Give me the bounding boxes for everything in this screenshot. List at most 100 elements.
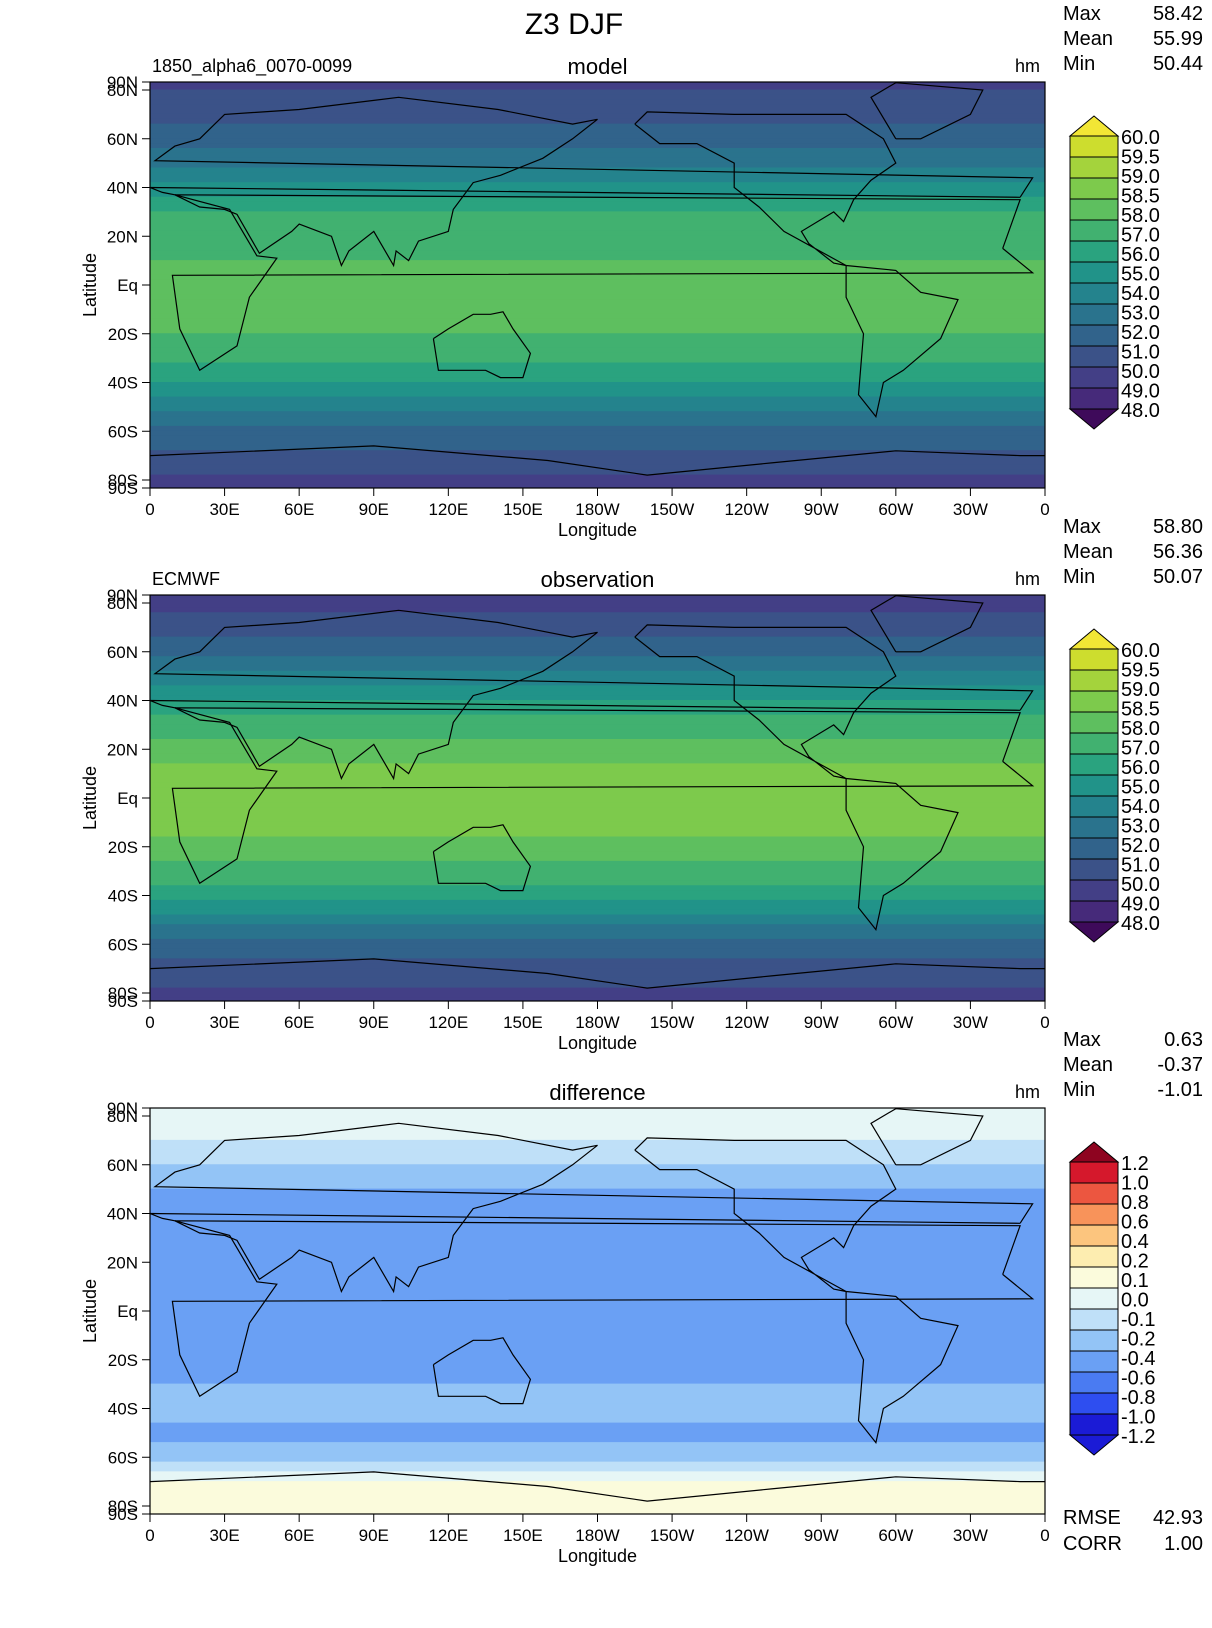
coastline [150, 96, 1034, 268]
field-band [150, 1115, 1045, 1122]
field-band [150, 177, 1045, 184]
stat-label-min: Min [1063, 566, 1095, 588]
field-band [150, 440, 1045, 447]
coastline [870, 1108, 984, 1166]
field-band [150, 1135, 1045, 1141]
field-band [150, 1247, 1045, 1253]
field-band [150, 1125, 1045, 1132]
field-band [150, 240, 1045, 247]
panel-title: observation [541, 567, 655, 592]
y-tick-label: 20S [108, 1351, 138, 1370]
field-band [150, 1373, 1045, 1380]
stat-label-mean: Mean [1063, 541, 1113, 563]
field-band [150, 357, 1045, 364]
colorbar-label: 1.0 [1121, 1173, 1149, 1195]
x-tick-label: 90E [359, 1526, 389, 1545]
colorbar-segment [1069, 1287, 1119, 1310]
field-band [150, 997, 1045, 1001]
field-band [150, 279, 1045, 286]
field-band [150, 138, 1045, 145]
field-band [150, 953, 1045, 960]
colorbar-label: 59.5 [1121, 660, 1160, 682]
x-tick-label: 60W [878, 1013, 913, 1032]
x-tick-label: 0 [1040, 500, 1049, 519]
colorbar-label: 58.5 [1121, 699, 1160, 721]
y-tick-label: 90N [107, 1099, 138, 1118]
coastline [171, 194, 1035, 372]
field-band [150, 411, 1045, 418]
field-band [150, 597, 1045, 604]
field-band [150, 1149, 1045, 1156]
colorbar-label: 59.0 [1121, 679, 1160, 701]
field-band [150, 656, 1045, 662]
field-band [150, 1213, 1045, 1219]
colorbar-top-arrow [1068, 115, 1120, 137]
field-band [150, 1291, 1045, 1297]
colorbar-label: 49.0 [1121, 381, 1160, 403]
colorbar-segment [1069, 282, 1119, 305]
x-tick-label: 60E [284, 1013, 314, 1032]
colorbar-label: 48.0 [1121, 400, 1160, 422]
field-band [150, 675, 1045, 682]
field-band [150, 1183, 1045, 1190]
colorbar-label: 50.0 [1121, 874, 1160, 896]
field-band [150, 1495, 1045, 1502]
field-band [150, 797, 1045, 804]
colorbar-top-arrow [1068, 628, 1120, 650]
colorbar-label: 0.2 [1121, 1251, 1149, 1273]
field-band [150, 1174, 1045, 1180]
field-band [150, 802, 1045, 809]
field-band [150, 1237, 1045, 1244]
field-band [150, 1227, 1045, 1234]
field-band [150, 328, 1045, 335]
field-band [150, 1305, 1045, 1312]
colorbar-label: 49.0 [1121, 894, 1160, 916]
field-band [150, 162, 1045, 169]
stat-value-min: 50.44 [1153, 53, 1203, 75]
field-band [150, 1178, 1045, 1185]
x-tick-label: 120W [724, 1013, 768, 1032]
field-band [150, 1242, 1045, 1249]
colorbar-segment [1069, 135, 1119, 158]
panel-title: difference [549, 1080, 645, 1105]
colorbar-label: 60.0 [1121, 640, 1160, 662]
field-band [150, 196, 1045, 203]
field-band [150, 1159, 1045, 1166]
colorbar-label: -1.2 [1121, 1426, 1155, 1448]
field-band [150, 1359, 1045, 1366]
field-band [150, 148, 1045, 154]
colorbar-segment [1069, 732, 1119, 755]
x-tick-label: 0 [1040, 1013, 1049, 1032]
field-band [150, 347, 1045, 354]
colorbar-label: 59.0 [1121, 166, 1160, 188]
field-band [150, 313, 1045, 320]
y-tick-label: 20S [108, 838, 138, 857]
colorbar-label: -0.2 [1121, 1329, 1155, 1351]
colorbar-label: 51.0 [1121, 855, 1160, 877]
field-band [150, 773, 1045, 779]
field-band [150, 274, 1045, 281]
x-tick-label: 120W [724, 1526, 768, 1545]
colorbar-label: 0.0 [1121, 1290, 1149, 1312]
field-band [150, 856, 1045, 862]
coastline [171, 1220, 1035, 1398]
field-band [150, 82, 1045, 86]
stat-label-mean: Mean [1063, 1054, 1113, 1076]
coastline [870, 595, 984, 653]
field-band [150, 904, 1045, 911]
coastline [845, 1290, 959, 1444]
field-band [150, 729, 1045, 736]
colorbar-segment [1069, 753, 1119, 776]
field-band [150, 284, 1045, 291]
y-tick-label: 20N [107, 227, 138, 246]
coastline [845, 777, 959, 931]
coastline [870, 82, 984, 140]
colorbar-segment [1069, 1224, 1119, 1247]
x-tick-label: 30W [953, 500, 988, 519]
y-tick-label: 20S [108, 325, 138, 344]
field-band [150, 1481, 1045, 1487]
stat-value-mean: 55.99 [1153, 28, 1203, 50]
field-band [150, 1505, 1045, 1512]
field-band [150, 865, 1045, 872]
colorbar-bottom-arrow [1068, 408, 1120, 430]
